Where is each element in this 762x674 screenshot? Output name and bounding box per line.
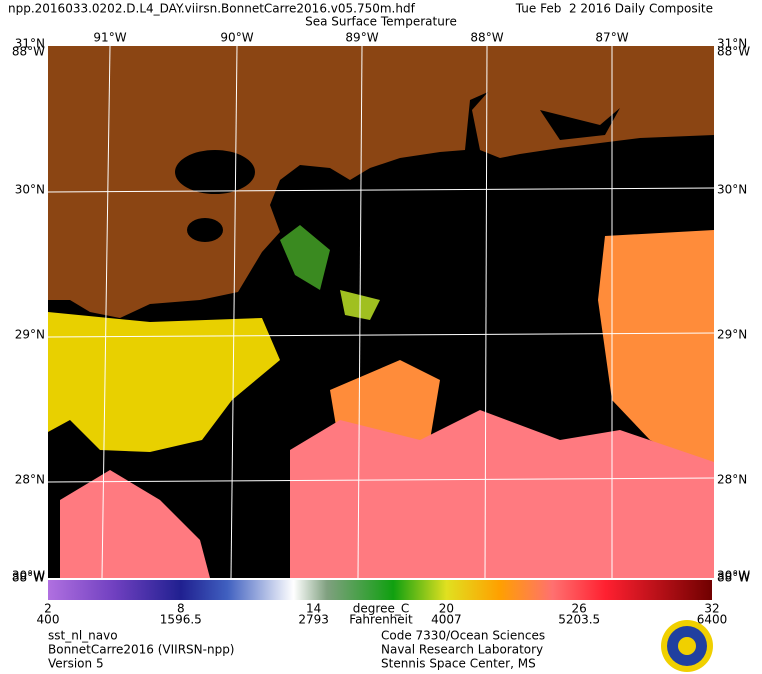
latitude-label: 29°N (717, 328, 747, 342)
latitude-label: 28°N (717, 473, 747, 487)
celsius-tick: 26 (572, 602, 587, 616)
latitude-label: 30°N (15, 183, 45, 197)
map (47, 45, 715, 579)
celsius-tick: 2 (44, 602, 52, 616)
fahrenheit-tick: 4007 (431, 613, 462, 627)
footer-center: Naval Research Laboratory (381, 643, 543, 657)
corner-label: 88°W (12, 45, 45, 59)
latitude-label: 30°N (717, 183, 747, 197)
footer-left: sst_nl_navo (48, 629, 118, 643)
fahrenheit-tick: 400 (37, 613, 60, 627)
subtitle: Sea Surface Temperature (305, 15, 457, 29)
latitude-label: 29°N (15, 328, 45, 342)
fahrenheit-tick: 2793 (298, 613, 329, 627)
footer-left: Version 5 (48, 657, 104, 671)
date: Tue Feb 2 2016 Daily Composite (515, 2, 713, 16)
latitude-label: 28°N (15, 473, 45, 487)
longitude-label: 89°W (345, 31, 378, 45)
corner-label: 88°W (717, 571, 750, 585)
longitude-label: 87°W (595, 31, 628, 45)
corner-label: 31°N (15, 37, 45, 51)
logo (661, 620, 713, 672)
celsius-tick: 8 (177, 602, 185, 616)
file-name: npp.2016033.0202.D.L4_DAY.viirsn.BonnetC… (8, 2, 416, 16)
fahrenheit-unit: Fahrenheit (349, 613, 413, 627)
footer-left: BonnetCarre2016 (VIIRSN-npp) (48, 643, 235, 657)
footer-center: Stennis Space Center, MS (381, 657, 536, 671)
longitude-label: 90°W (220, 31, 253, 45)
footer-center: Code 7330/Ocean Sciences (381, 629, 545, 643)
fahrenheit-tick: 5203.5 (558, 613, 600, 627)
longitude-label: 88°W (470, 31, 503, 45)
corner-label: 31°N (717, 37, 747, 51)
corner-label: 88°W (12, 571, 45, 585)
celsius-tick: 14 (306, 602, 321, 616)
celsius-tick: 20 (439, 602, 454, 616)
celsius-tick: 32 (704, 602, 719, 616)
longitude-label: 91°W (93, 31, 126, 45)
colorbar (48, 580, 712, 600)
corner-label: 88°W (717, 45, 750, 59)
fahrenheit-tick: 6400 (697, 613, 728, 627)
corner-label: 30°W (717, 569, 750, 583)
celsius-unit: degree_C (353, 602, 409, 616)
fahrenheit-tick: 1596.5 (160, 613, 202, 627)
corner-label: 30°W (12, 569, 45, 583)
